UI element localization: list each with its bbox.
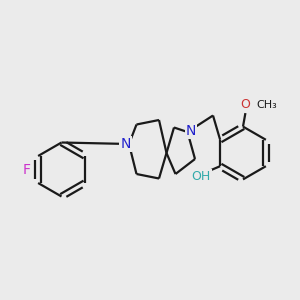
Text: F: F (23, 163, 31, 176)
Text: N: N (120, 137, 130, 151)
Text: O: O (241, 98, 250, 111)
Text: N: N (186, 124, 196, 137)
Text: OH: OH (192, 170, 211, 183)
Text: CH₃: CH₃ (257, 100, 278, 110)
